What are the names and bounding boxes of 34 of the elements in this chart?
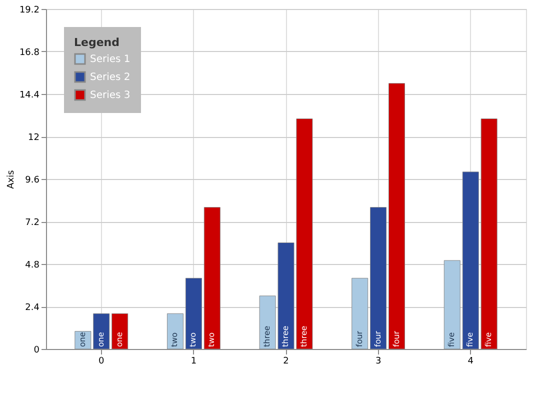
data-label: one	[114, 332, 124, 347]
y-tick-label: 4.8	[25, 260, 40, 270]
x-tick-label: 1	[190, 356, 197, 366]
data-label: one	[78, 332, 87, 347]
y-tick-label: 19.2	[19, 6, 40, 16]
legend-label: Series 3	[90, 90, 130, 101]
data-label: four	[354, 330, 364, 347]
x-tick-label: 3	[375, 356, 382, 366]
data-label: five	[447, 332, 456, 347]
x-tick-label: 0	[98, 356, 105, 366]
data-label: three	[281, 326, 290, 347]
y-axis-title: Axis	[6, 170, 16, 189]
y-tick-label: 9.6	[25, 176, 40, 186]
data-label: two	[188, 332, 198, 347]
data-label: two	[170, 332, 180, 347]
y-tick-label: 0	[34, 346, 40, 356]
y-tick-label: 12	[28, 133, 40, 143]
y-tick-label: 16.8	[19, 48, 40, 58]
data-label: four	[392, 330, 401, 347]
data-label: one	[96, 332, 106, 347]
data-label: five	[466, 332, 475, 347]
legend-title: Legend	[74, 36, 120, 49]
data-label: three	[262, 326, 272, 347]
data-label: two	[207, 332, 216, 347]
data-label: five	[484, 332, 494, 347]
y-tick-label: 7.2	[25, 218, 40, 228]
x-tick-label: 4	[468, 356, 474, 366]
legend-label: Series 2	[90, 72, 130, 83]
x-tick-label: 2	[283, 356, 289, 366]
legend-label: Series 1	[90, 54, 130, 65]
y-tick-label: 2.4	[25, 303, 40, 313]
data-label: three	[299, 326, 308, 347]
y-tick-label: 14.4	[19, 90, 40, 100]
data-label: four	[373, 330, 382, 347]
